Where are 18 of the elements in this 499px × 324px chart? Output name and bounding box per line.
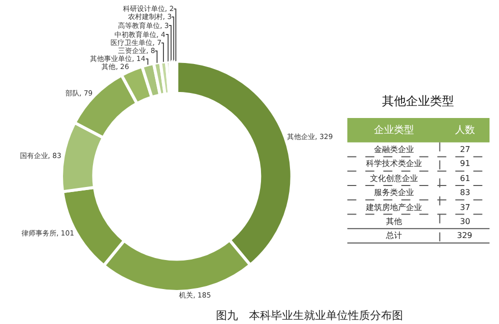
- text: 其他企业类型: [382, 94, 454, 108]
- text: 图九 本科毕业生就业单位性质分布图: [216, 309, 403, 322]
- data-label: 27: [460, 145, 470, 154]
- data-label: 30: [460, 217, 470, 226]
- category-label: 金融类企业: [374, 145, 414, 154]
- category-label: 建筑房地产企业: [365, 203, 422, 212]
- text: 人数: [455, 125, 475, 136]
- data-label: 37: [460, 203, 470, 212]
- data-label: 83: [460, 188, 470, 197]
- data-label: 61: [460, 174, 470, 183]
- category-label: 服务类企业: [374, 188, 414, 197]
- category-label: 文化创意企业: [370, 174, 418, 183]
- category-label: 科学技术类企业: [366, 159, 422, 168]
- data-label: 91: [460, 159, 470, 168]
- text: 企业类型: [374, 124, 414, 136]
- category-label: 其他: [386, 217, 402, 226]
- data-label: 329: [457, 231, 472, 240]
- category-label: 总计: [385, 231, 402, 240]
